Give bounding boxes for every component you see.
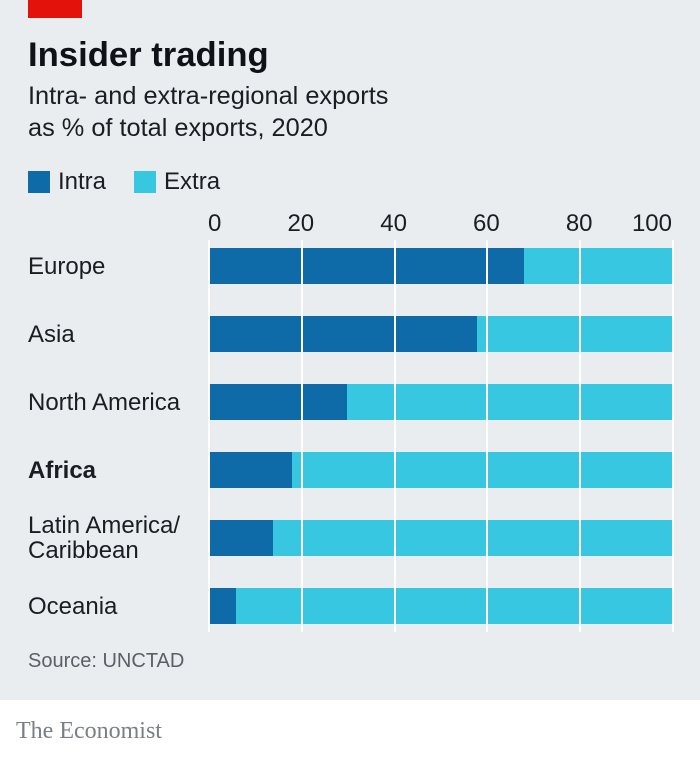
bar-row <box>208 308 672 360</box>
bar-segment-extra <box>347 384 672 420</box>
x-tick: 100 <box>632 210 672 238</box>
source-text: Source: UNCTAD <box>28 650 672 673</box>
chart-title: Insider trading <box>28 0 672 75</box>
legend-item-intra: Intra <box>28 168 106 196</box>
bar-segment-extra <box>236 588 672 624</box>
bar-row <box>208 580 672 632</box>
x-tick: 20 <box>287 210 314 238</box>
gridline <box>486 240 488 632</box>
legend: Intra Extra <box>28 168 672 196</box>
category-label: North America <box>28 376 208 428</box>
bar-segment-intra <box>208 588 236 624</box>
gridline <box>301 240 303 632</box>
legend-swatch <box>134 171 156 193</box>
category-label: Asia <box>28 308 208 360</box>
publication-credit: The Economist <box>0 700 700 745</box>
x-tick: 80 <box>566 210 593 238</box>
legend-label: Extra <box>164 168 220 196</box>
chart-panel: Insider trading Intra- and extra-regiona… <box>0 0 700 700</box>
bar-row <box>208 512 672 564</box>
bar-segment-extra <box>524 248 672 284</box>
bar-row <box>208 444 672 496</box>
plot: Europe Asia North America Africa Latin Ameri… <box>28 210 672 632</box>
gridline <box>672 240 674 632</box>
category-label: Europe <box>28 240 208 292</box>
bar-segment-intra <box>208 316 477 352</box>
category-label: Latin America/ Caribbean <box>28 512 208 564</box>
y-axis-labels: Europe Asia North America Africa Latin Ameri… <box>28 210 208 632</box>
bar-segment-intra <box>208 452 292 488</box>
plot-area: 0 20 40 60 80 100 <box>208 210 672 632</box>
category-label: Africa <box>28 444 208 496</box>
bar-segment-intra <box>208 384 347 420</box>
gridlines <box>208 240 672 632</box>
bar-row <box>208 240 672 292</box>
x-tick: 60 <box>473 210 500 238</box>
legend-item-extra: Extra <box>134 168 220 196</box>
category-label: Oceania <box>28 580 208 632</box>
bar-segment-extra <box>292 452 672 488</box>
bar-segment-extra <box>273 520 672 556</box>
gridline <box>579 240 581 632</box>
legend-swatch <box>28 171 50 193</box>
bar-segment-intra <box>208 520 273 556</box>
bar-row <box>208 376 672 428</box>
chart-subtitle: Intra- and extra-regional exports as % o… <box>28 81 672 144</box>
gridline <box>394 240 396 632</box>
bar-segment-extra <box>477 316 672 352</box>
bars-container <box>208 240 672 632</box>
brand-tag <box>28 0 82 18</box>
gridline <box>208 240 210 632</box>
legend-label: Intra <box>58 168 106 196</box>
bar-segment-intra <box>208 248 524 284</box>
x-axis: 0 20 40 60 80 100 <box>208 210 672 240</box>
x-tick: 0 <box>208 210 221 238</box>
x-tick: 40 <box>380 210 407 238</box>
